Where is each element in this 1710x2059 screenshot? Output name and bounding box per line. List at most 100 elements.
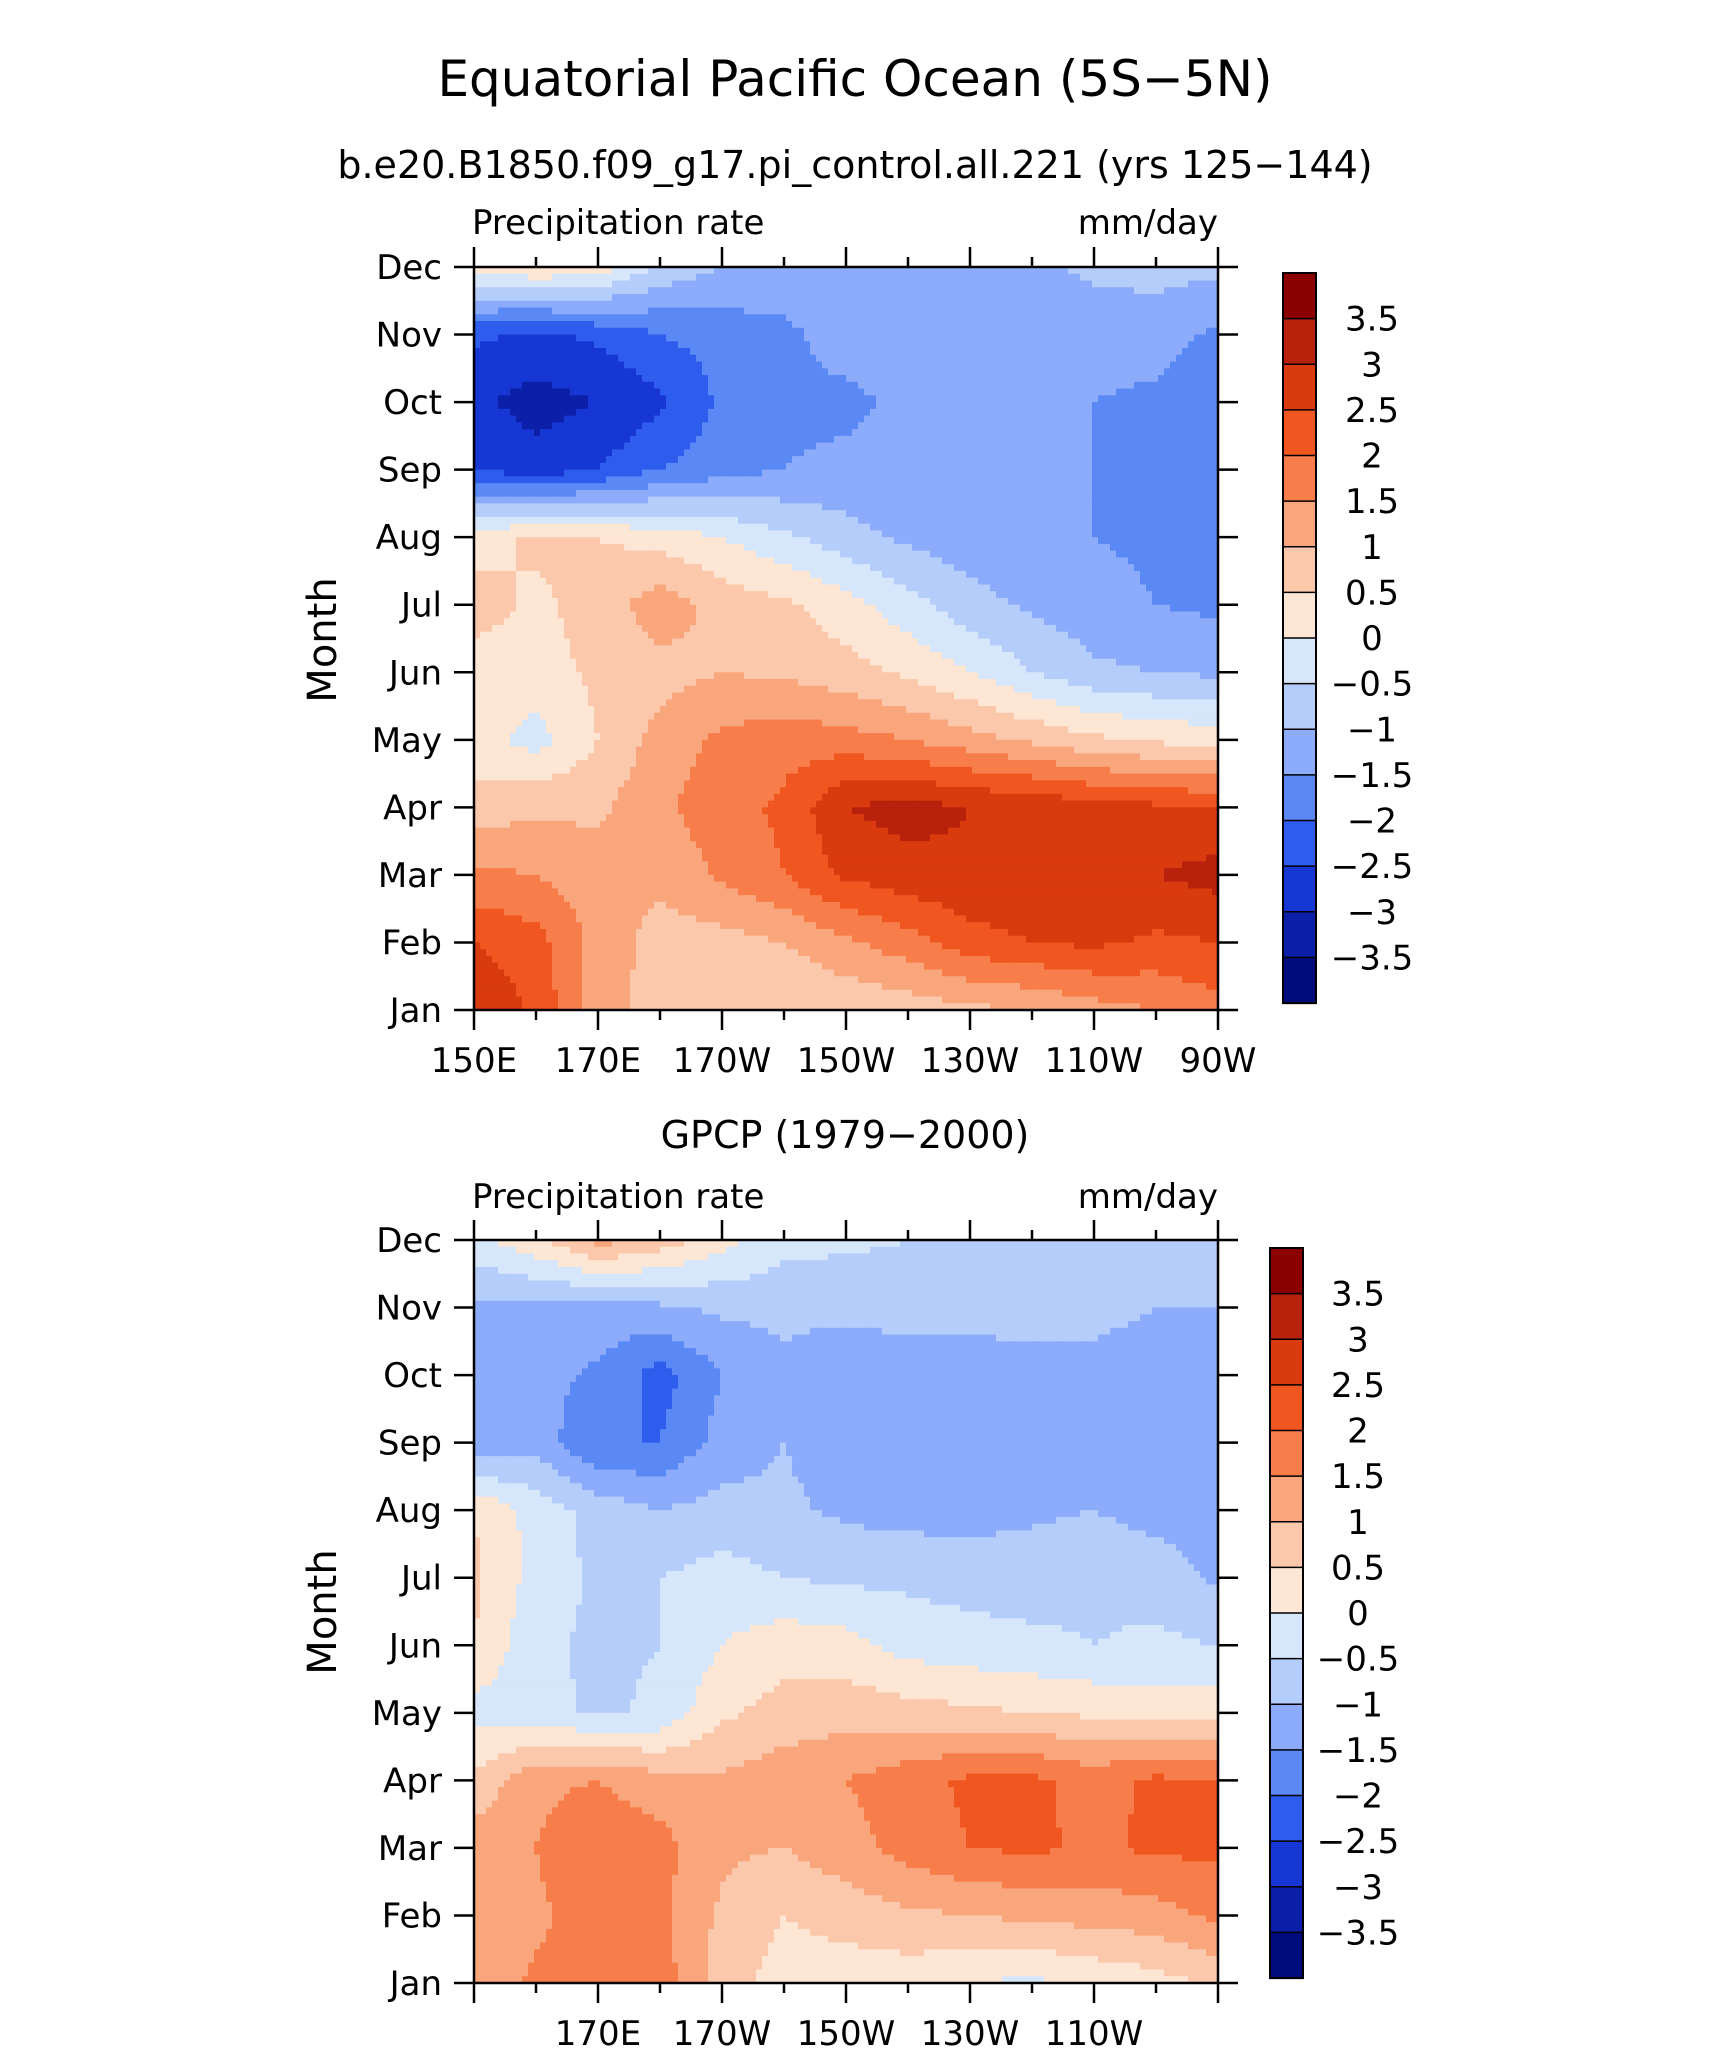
contour-cell bbox=[996, 476, 1003, 484]
contour-cell bbox=[726, 280, 733, 288]
contour-cell bbox=[786, 496, 793, 504]
contour-cell bbox=[480, 442, 487, 450]
contour-cell bbox=[1014, 321, 1021, 329]
contour-cell bbox=[978, 267, 985, 275]
contour-cell bbox=[1038, 388, 1045, 396]
contour-cell bbox=[810, 503, 817, 511]
contour-cell bbox=[558, 354, 565, 363]
contour-cell bbox=[1008, 321, 1015, 329]
contour-cell bbox=[1146, 287, 1153, 295]
contour-cell bbox=[1086, 267, 1093, 275]
contour-cell bbox=[876, 402, 883, 410]
contour-cell bbox=[1104, 449, 1111, 457]
contour-cell bbox=[636, 449, 643, 457]
contour-cell bbox=[1212, 267, 1219, 275]
contour-cell bbox=[996, 489, 1003, 498]
contour-cell bbox=[1134, 516, 1141, 525]
contour-cell bbox=[564, 348, 571, 356]
contour-cell bbox=[762, 476, 769, 484]
contour-cell bbox=[942, 489, 949, 498]
contour-cell bbox=[792, 280, 799, 288]
contour-cell bbox=[756, 503, 763, 511]
contour-cell bbox=[702, 496, 709, 504]
contour-cell bbox=[798, 348, 805, 356]
contour-cell bbox=[1128, 429, 1135, 437]
contour-cell bbox=[690, 273, 697, 282]
contour-cell bbox=[846, 489, 853, 498]
contour-cell bbox=[720, 348, 727, 356]
contour-cell bbox=[768, 442, 775, 450]
contour-cell bbox=[618, 510, 625, 518]
contour-cell bbox=[822, 415, 829, 423]
contour-cell bbox=[1008, 429, 1015, 437]
contour-cell bbox=[1140, 267, 1147, 275]
contour-cell bbox=[972, 442, 979, 450]
contour-cell bbox=[792, 368, 799, 376]
contour-cell bbox=[948, 415, 955, 423]
contour-cell bbox=[822, 496, 829, 504]
contour-cell bbox=[960, 280, 967, 288]
contour-cell bbox=[996, 496, 1003, 504]
contour-cell bbox=[876, 334, 883, 342]
contour-cell bbox=[1014, 449, 1021, 457]
contour-cell bbox=[480, 489, 487, 498]
contour-cell bbox=[756, 408, 763, 417]
contour-cell bbox=[726, 462, 733, 471]
contour-cell bbox=[564, 307, 571, 315]
contour-cell bbox=[1080, 273, 1087, 282]
contour-cell bbox=[1104, 327, 1111, 336]
contour-cell bbox=[540, 348, 547, 356]
contour-cell bbox=[642, 280, 649, 288]
contour-cell bbox=[708, 314, 715, 322]
contour-cell bbox=[1062, 321, 1069, 329]
contour-cell bbox=[858, 388, 865, 396]
contour-cell bbox=[1098, 516, 1105, 525]
contour-cell bbox=[1158, 327, 1165, 336]
contour-cell bbox=[852, 462, 859, 471]
contour-cell bbox=[510, 273, 517, 282]
contour-cell bbox=[840, 361, 847, 369]
contour-cell bbox=[1128, 489, 1135, 498]
contour-cell bbox=[960, 442, 967, 450]
contour-cell bbox=[1056, 267, 1063, 275]
contour-cell bbox=[576, 361, 583, 369]
contour-cell bbox=[480, 429, 487, 437]
contour-cell bbox=[990, 354, 997, 363]
contour-cell bbox=[1128, 402, 1135, 410]
contour-cell bbox=[636, 273, 643, 282]
contour-cell bbox=[750, 294, 757, 302]
contour-cell bbox=[648, 368, 655, 376]
contour-cell bbox=[960, 422, 967, 430]
contour-cell bbox=[744, 442, 751, 450]
contour-cell bbox=[732, 327, 739, 336]
contour-cell bbox=[660, 496, 667, 504]
contour-cell bbox=[1014, 408, 1021, 417]
contour-cell bbox=[1092, 341, 1099, 349]
contour-cell bbox=[594, 469, 601, 477]
contour-cell bbox=[498, 530, 505, 538]
contour-cell bbox=[474, 395, 481, 403]
contour-cell bbox=[786, 388, 793, 396]
contour-cell bbox=[1002, 530, 1009, 538]
contour-cell bbox=[864, 496, 871, 504]
contour-cell bbox=[1140, 381, 1147, 390]
contour-cell bbox=[966, 361, 973, 369]
contour-cell bbox=[1128, 462, 1135, 471]
contour-cell bbox=[726, 429, 733, 437]
contour-cell bbox=[534, 368, 541, 376]
contour-cell bbox=[1170, 280, 1177, 288]
contour-cell bbox=[702, 267, 709, 275]
contour-cell bbox=[786, 280, 793, 288]
contour-cell bbox=[972, 435, 979, 444]
contour-cell bbox=[1176, 523, 1183, 532]
contour-cell bbox=[684, 469, 691, 477]
contour-cell bbox=[984, 321, 991, 329]
contour-cell bbox=[1212, 375, 1219, 383]
contour-cell bbox=[1056, 496, 1063, 504]
contour-cell bbox=[498, 510, 505, 518]
contour-cell bbox=[888, 321, 895, 329]
contour-cell bbox=[498, 388, 505, 396]
contour-cell bbox=[1062, 273, 1069, 282]
contour-cell bbox=[480, 368, 487, 376]
contour-cell bbox=[696, 341, 703, 349]
